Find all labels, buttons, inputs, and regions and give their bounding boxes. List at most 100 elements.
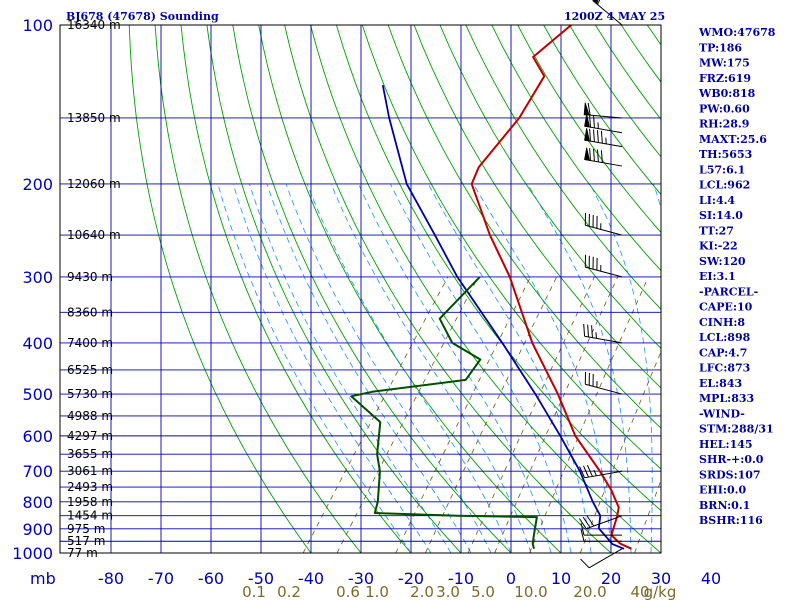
moist-adiabat	[358, 183, 552, 553]
pressure-unit-label: mb	[30, 569, 56, 588]
temperature-tick-label: 30	[651, 569, 671, 588]
sounding-index: -WIND-	[699, 407, 745, 420]
station-title: BJ678 (47678) Sounding	[66, 10, 219, 23]
wind-barb	[578, 515, 623, 530]
temperature-tick-label: -10	[448, 569, 474, 588]
wind-barb-feather	[593, 129, 595, 142]
sounding-index: SHR-+:0.0	[699, 453, 764, 466]
mixing-ratio-line	[529, 276, 649, 553]
mixing-ratio-unit: g/kg	[644, 583, 677, 600]
sounding-index: LFC:873	[699, 362, 750, 375]
temperature-tick-label: 10	[551, 569, 571, 588]
wind-barb-half-feather	[597, 0, 601, 5]
temperature-tick-label: 40	[701, 569, 721, 588]
temperature-tick-label: -80	[98, 569, 124, 588]
height-label: 4297 m	[67, 429, 113, 443]
profile-lines	[350, 25, 632, 550]
sounding-index: FRZ:619	[699, 72, 751, 85]
height-label: 3655 m	[67, 447, 113, 461]
wind-barb-feather	[580, 529, 585, 542]
pressure-tick-label: 700	[22, 462, 53, 481]
sounding-index: KI:-22	[699, 240, 738, 253]
sounding-index: L57:6.1	[699, 163, 745, 176]
temperature-tick-label: -40	[298, 569, 324, 588]
height-label: 4988 m	[67, 409, 113, 423]
sounding-index: LCL:898	[699, 331, 751, 344]
mixing-ratio-line	[467, 276, 595, 553]
temperature-tick-label: -70	[148, 569, 174, 588]
wind-barb	[580, 523, 622, 536]
pressure-tick-label: 400	[22, 334, 53, 353]
wind-barb-feather	[587, 102, 591, 116]
pressure-tick-label: 1000	[12, 544, 53, 563]
mixing-ratio-labels: 0.1 0.2 0.6 1.0 2.0 3.0 5.0 10.0 20.0 40g/kg	[242, 583, 676, 600]
wind-barb	[584, 254, 623, 278]
wind-barb-feather	[583, 323, 586, 337]
sounding-index: TT:27	[699, 224, 734, 237]
wind-barb	[579, 464, 623, 479]
wind-barb-shaft	[588, 548, 623, 569]
wind-barb	[584, 147, 623, 167]
temperature-tick-label: -50	[248, 569, 274, 588]
wind-barb-shaft	[585, 383, 623, 395]
wind-barb-shaft	[586, 515, 623, 530]
background-grid	[60, 25, 661, 553]
sounding-index: MW:175	[699, 57, 750, 70]
wind-barb-feather	[583, 465, 589, 478]
mixing-ratio-line	[395, 276, 531, 553]
height-label: 13850 m	[67, 111, 121, 125]
sounding-index: EL:843	[699, 377, 742, 390]
pressure-tick-label: 900	[22, 520, 53, 539]
temperature-tick-label: 0	[506, 569, 516, 588]
sounding-index: EI:3.1	[699, 270, 736, 283]
wind-barb	[584, 371, 623, 395]
mixing-ratio-label: 0.6	[336, 583, 360, 600]
pressure-tick-label: 300	[22, 268, 53, 287]
wind-barb-feather	[578, 518, 587, 530]
pressure-tick-label: 200	[22, 175, 53, 194]
sounding-index: LCL:962	[699, 179, 750, 192]
height-label: 9430 m	[67, 270, 113, 284]
mixing-ratio-label: 3.0	[436, 583, 460, 600]
valid-time: 1200Z 4 MAY 25	[564, 10, 665, 23]
sounding-index: SW:120	[699, 255, 746, 268]
height-label: 6525 m	[67, 363, 113, 377]
sounding-index: EHI:0.0	[699, 484, 746, 497]
wind-barb	[584, 114, 623, 134]
wind-barb-feather	[586, 515, 595, 527]
wind-barb	[583, 323, 623, 344]
pressure-tick-label: 100	[22, 16, 53, 35]
sounding-index: WB0:818	[698, 87, 756, 100]
wind-barb-feather	[589, 148, 591, 161]
moist-adiabat	[527, 183, 632, 553]
temperature-tick-label: -30	[348, 569, 374, 588]
height-label: 16340 m	[67, 18, 121, 32]
wind-barb-feather	[580, 523, 585, 536]
dewpoint-trace	[350, 276, 538, 550]
pressure-axis-labels: 100 200 300 400 500 600 700 800 900 1000	[12, 16, 53, 563]
wind-barb-feather	[589, 114, 591, 128]
pressure-tick-label: 800	[22, 493, 53, 512]
pressure-tick-label: 600	[22, 427, 53, 446]
sounding-index: PW:0.60	[699, 102, 750, 115]
wind-barb	[583, 102, 623, 119]
wind-barb-half-feather	[593, 469, 597, 476]
mixing-ratio-line	[494, 276, 619, 553]
temperature-axis-labels: mb -80 -70 -60 -50 -40 -30 -20 -10 0 10 20 30 40	[30, 569, 721, 588]
sounding-index: TP:186	[699, 41, 742, 54]
moist-adiabat	[285, 183, 492, 553]
wind-barb-feather	[589, 128, 591, 142]
mixing-ratio-label: 2.0	[410, 583, 434, 600]
wind-barb-feather	[600, 130, 603, 144]
wind-barb-shaft	[585, 224, 623, 236]
wind-barb-feather	[593, 148, 595, 162]
sounding-index: CINH:8	[699, 316, 745, 329]
mixing-ratio-label: 5.0	[471, 583, 495, 600]
sounding-index: BRN:0.1	[699, 499, 750, 512]
wind-barb	[580, 529, 622, 542]
wind-barb-feather	[579, 466, 586, 479]
mixing-ratio-line	[579, 350, 661, 553]
temperature-tick-label: -60	[198, 569, 224, 588]
wind-barb	[584, 128, 623, 148]
